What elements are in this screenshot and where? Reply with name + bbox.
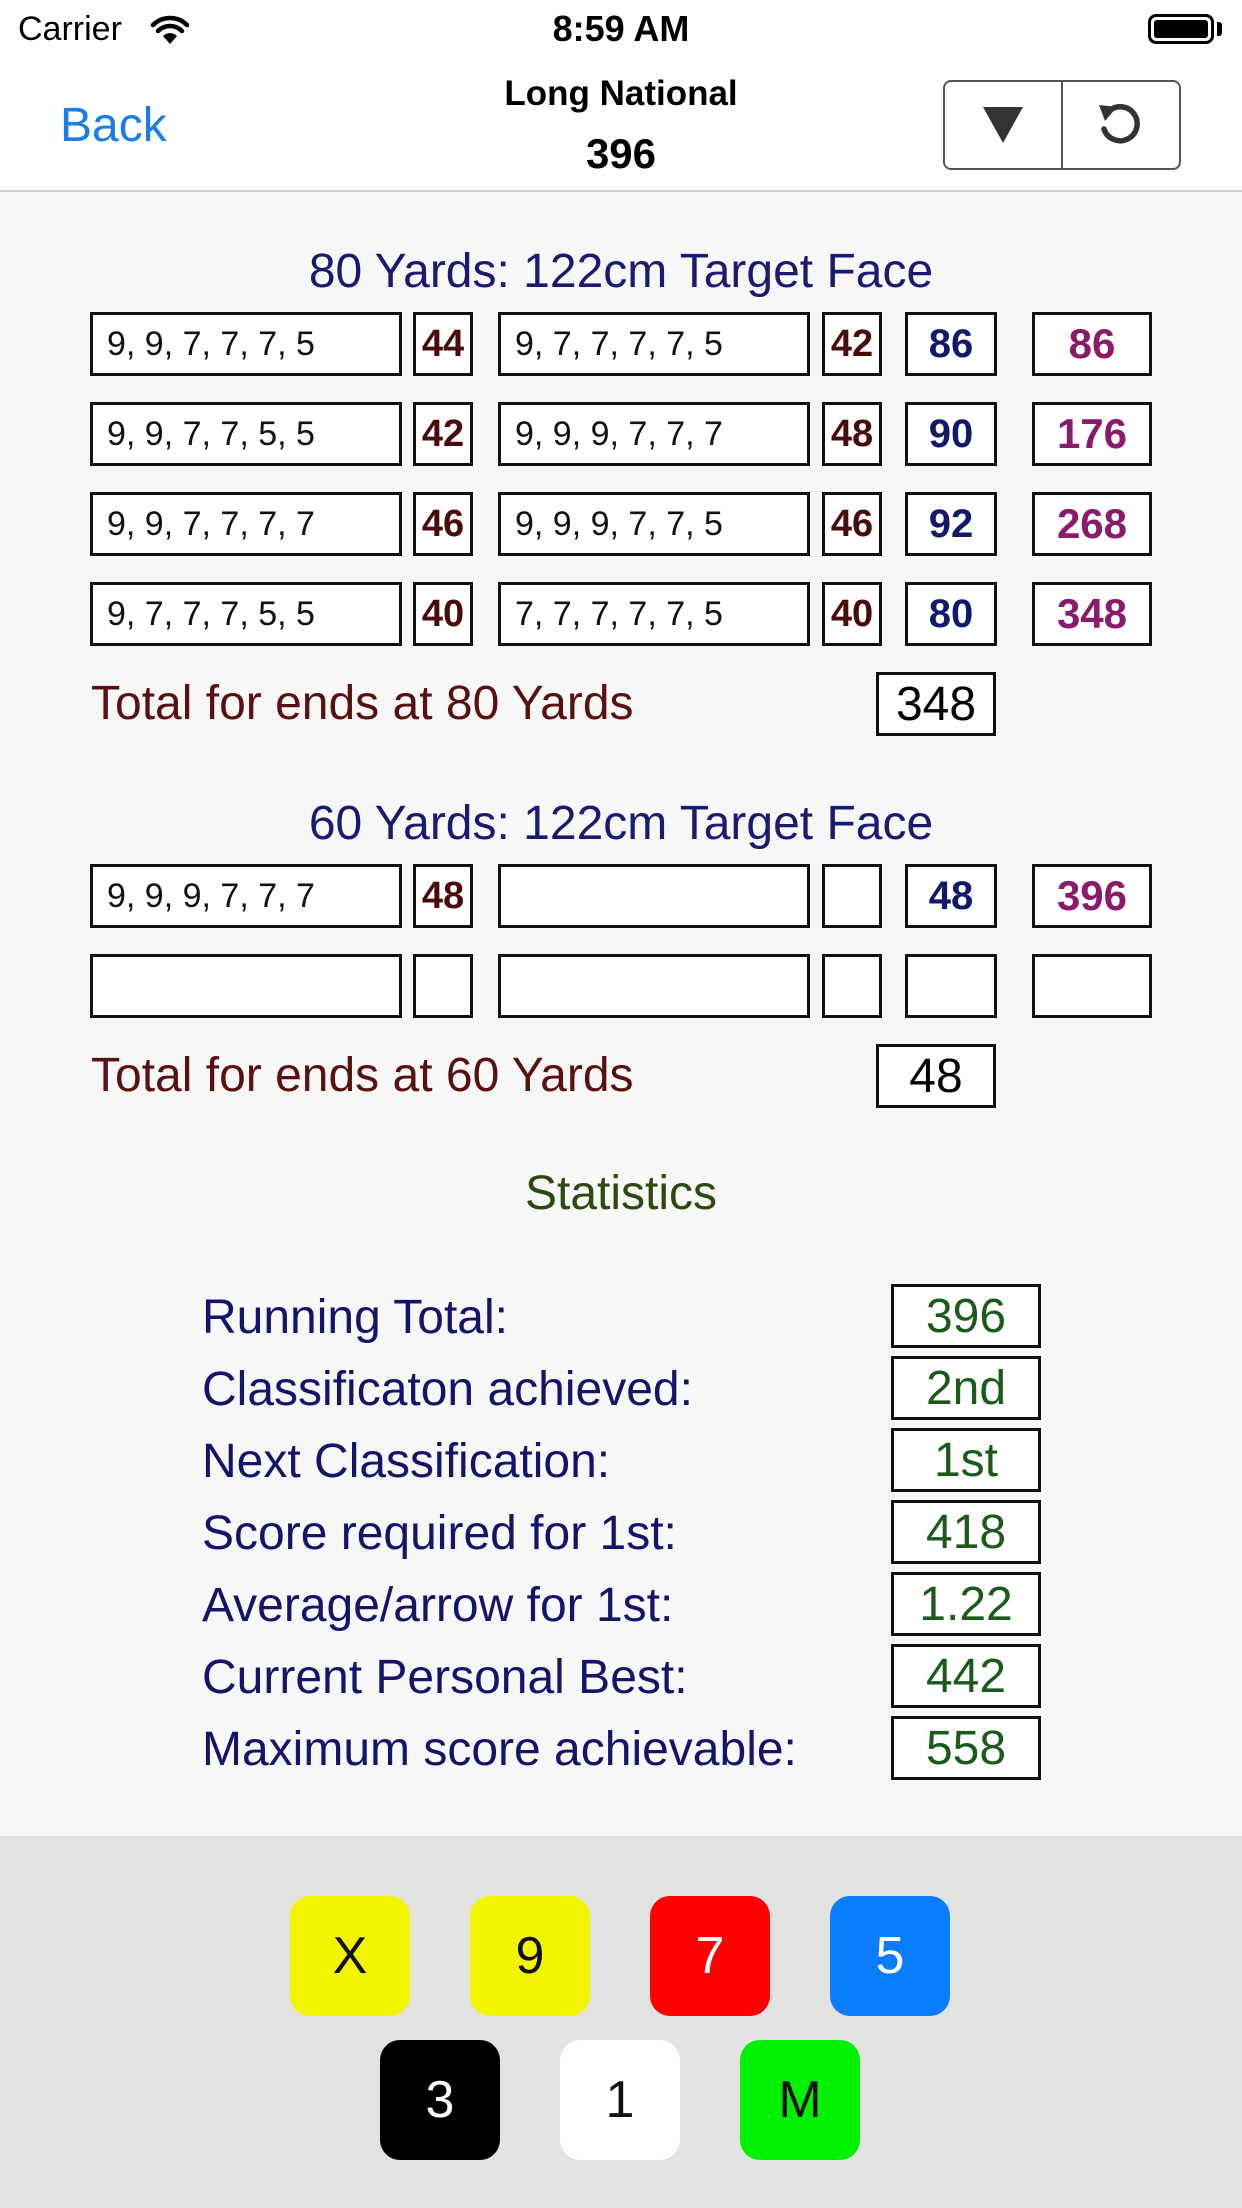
distance-total-label: Total for ends at 60 Yards <box>91 1049 634 1102</box>
end-arrows-field[interactable]: 9, 9, 7, 7, 5, 5 <box>90 402 402 466</box>
stat-label-running-total: Running Total: <box>202 1291 508 1344</box>
end-arrows-field[interactable] <box>498 954 810 1018</box>
battery-tip <box>1217 22 1222 36</box>
key-3[interactable]: 3 <box>380 2040 500 2160</box>
key-1[interactable]: 1 <box>560 2040 680 2160</box>
round-score: 396 <box>585 130 657 177</box>
down-triangle-icon <box>983 107 1023 143</box>
dozen-score: 86 <box>905 312 997 376</box>
running-total: 348 <box>1032 582 1152 646</box>
stat-label-next-classification: Next Classification: <box>202 1435 611 1488</box>
status-time: 8:59 AM <box>552 8 690 49</box>
end-arrows-field[interactable]: 7, 7, 7, 7, 7, 5 <box>498 582 810 646</box>
wifi-icon <box>150 15 190 44</box>
dozen-score: 92 <box>905 492 997 556</box>
statistics-title: Statistics <box>524 1167 718 1220</box>
distance-total-label: Total for ends at 80 Yards <box>91 677 634 730</box>
end-arrows-field[interactable]: 9, 9, 9, 7, 7, 7 <box>498 402 810 466</box>
running-total: 268 <box>1032 492 1152 556</box>
end-arrows-field[interactable]: 9, 9, 7, 7, 7, 7 <box>90 492 402 556</box>
status-bar <box>0 0 1242 62</box>
stat-value-next-classification: 1st <box>891 1428 1041 1492</box>
distance-total: 48 <box>876 1044 996 1108</box>
end-score: 42 <box>413 402 473 466</box>
score-keypad: X 9 7 5 3 1 M <box>0 1836 1242 2208</box>
stat-value-classification: 2nd <box>891 1356 1041 1420</box>
toolbar-segmented-control <box>943 80 1181 170</box>
section-title-80-yards: 80 Yards: 122cm Target Face <box>308 245 934 298</box>
end-arrows-field[interactable]: 9, 7, 7, 7, 7, 5 <box>498 312 810 376</box>
running-total: 396 <box>1032 864 1152 928</box>
end-arrows-field[interactable] <box>498 864 810 928</box>
section-title-60-yards: 60 Yards: 122cm Target Face <box>308 797 934 850</box>
stat-value-personal-best: 442 <box>891 1644 1041 1708</box>
end-score: 48 <box>822 402 882 466</box>
running-total: 176 <box>1032 402 1152 466</box>
end-score <box>413 954 473 1018</box>
stat-value-score-required: 418 <box>891 1500 1041 1564</box>
stat-value-average-arrow: 1.22 <box>891 1572 1041 1636</box>
end-score: 42 <box>822 312 882 376</box>
dozen-score: 48 <box>905 864 997 928</box>
stat-label-average-arrow: Average/arrow for 1st: <box>202 1579 674 1632</box>
end-arrows-field[interactable]: 9, 9, 9, 7, 7, 7 <box>90 864 402 928</box>
back-button[interactable]: Back <box>60 99 167 152</box>
carrier-label: Carrier <box>18 10 122 48</box>
end-arrows-field[interactable]: 9, 7, 7, 7, 5, 5 <box>90 582 402 646</box>
running-total: 86 <box>1032 312 1152 376</box>
dozen-score: 80 <box>905 582 997 646</box>
reset-button[interactable] <box>1061 82 1179 168</box>
stat-value-maximum-score: 558 <box>891 1716 1041 1780</box>
end-score <box>822 864 882 928</box>
end-score: 44 <box>413 312 473 376</box>
stat-label-classification: Classificaton achieved: <box>202 1363 693 1416</box>
end-score: 40 <box>413 582 473 646</box>
end-score: 48 <box>413 864 473 928</box>
end-score: 46 <box>413 492 473 556</box>
stat-value-running-total: 396 <box>891 1284 1041 1348</box>
end-arrows-field[interactable]: 9, 9, 9, 7, 7, 5 <box>498 492 810 556</box>
refresh-icon <box>1099 104 1140 144</box>
running-total <box>1032 954 1152 1018</box>
key-m[interactable]: M <box>740 2040 860 2160</box>
end-score <box>822 954 882 1018</box>
dozen-score <box>905 954 997 1018</box>
end-arrows-field[interactable]: 9, 9, 7, 7, 7, 5 <box>90 312 402 376</box>
distance-total: 348 <box>876 672 996 736</box>
stat-label-score-required: Score required for 1st: <box>202 1507 677 1560</box>
key-9[interactable]: 9 <box>470 1896 590 2016</box>
key-7[interactable]: 7 <box>650 1896 770 2016</box>
stat-label-personal-best: Current Personal Best: <box>202 1651 688 1704</box>
stat-label-maximum-score: Maximum score achievable: <box>202 1723 797 1776</box>
battery-icon <box>1148 14 1214 44</box>
dozen-score: 90 <box>905 402 997 466</box>
key-x[interactable]: X <box>290 1896 410 2016</box>
key-5[interactable]: 5 <box>830 1896 950 2016</box>
end-score: 46 <box>822 492 882 556</box>
end-arrows-field[interactable] <box>90 954 402 1018</box>
round-title: Long National <box>504 74 738 113</box>
end-score: 40 <box>822 582 882 646</box>
dropdown-button[interactable] <box>945 82 1061 168</box>
